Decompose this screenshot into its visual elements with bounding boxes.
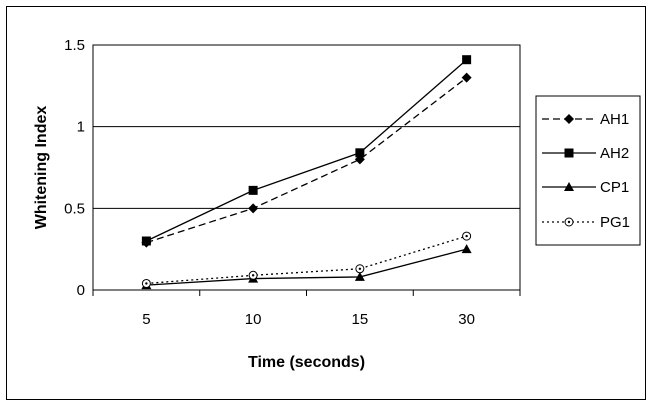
legend-label: CP1 bbox=[600, 179, 629, 196]
legend-marker bbox=[564, 148, 574, 158]
series-line bbox=[146, 248, 467, 286]
data-point bbox=[354, 271, 365, 281]
legend-marker bbox=[564, 217, 574, 227]
legend: AH1 AH2 CP1 PG1 bbox=[535, 95, 641, 246]
gridlines bbox=[93, 44, 520, 291]
y-tick-label: 1.5 bbox=[64, 37, 85, 54]
data-point bbox=[462, 231, 472, 241]
legend-marker bbox=[564, 114, 574, 124]
legend-label: AH2 bbox=[600, 145, 629, 162]
series-PG1 bbox=[141, 231, 472, 288]
y-tick-label: 0.5 bbox=[64, 200, 85, 217]
data-point bbox=[461, 244, 472, 254]
data-point bbox=[248, 270, 258, 280]
x-tick-labels: 5 10 15 30 bbox=[92, 290, 521, 328]
series-CP1 bbox=[141, 244, 472, 290]
legend-item: PG1 bbox=[542, 214, 630, 231]
x-tick-label: 30 bbox=[458, 311, 475, 328]
x-tick-label: 10 bbox=[245, 311, 262, 328]
legend-label: PG1 bbox=[600, 214, 630, 231]
data-point bbox=[355, 264, 365, 274]
x-axis-title: Time (seconds) bbox=[248, 354, 365, 371]
data-point bbox=[141, 236, 151, 246]
legend-item: CP1 bbox=[542, 179, 629, 196]
x-tick-label: 5 bbox=[142, 311, 150, 328]
data-point bbox=[462, 55, 472, 65]
legend-item: AH2 bbox=[542, 145, 629, 162]
series-line bbox=[146, 77, 468, 244]
legend-box bbox=[535, 95, 641, 246]
legend-label: AH1 bbox=[600, 111, 629, 128]
y-tick-label: 0 bbox=[77, 282, 85, 299]
y-tick-label: 1 bbox=[77, 119, 85, 136]
series-line bbox=[146, 235, 467, 285]
series-AH2 bbox=[141, 55, 472, 246]
data-point bbox=[461, 72, 472, 83]
data-point bbox=[141, 278, 151, 288]
chart-frame bbox=[6, 6, 646, 400]
legend-item: AH1 bbox=[542, 111, 629, 128]
y-axis-title: Whitening Index bbox=[33, 106, 50, 230]
series-group bbox=[141, 55, 472, 290]
data-point bbox=[248, 203, 259, 214]
plot-area bbox=[92, 44, 521, 291]
legend-marker bbox=[564, 182, 574, 191]
y-tick-labels: 0 0.5 1 1.5 bbox=[64, 37, 85, 299]
data-point bbox=[248, 185, 258, 195]
x-tick-label: 15 bbox=[352, 311, 369, 328]
series-line bbox=[146, 59, 468, 242]
data-point bbox=[355, 148, 365, 158]
